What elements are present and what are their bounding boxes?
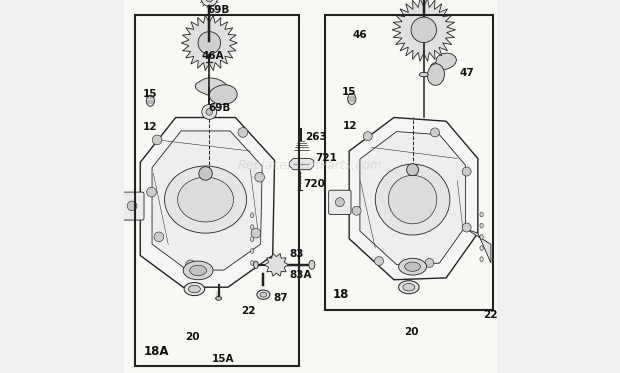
Text: 15: 15 xyxy=(342,87,356,97)
Ellipse shape xyxy=(250,213,254,217)
Text: 22: 22 xyxy=(483,310,497,320)
Polygon shape xyxy=(360,132,466,265)
Polygon shape xyxy=(430,53,456,71)
Polygon shape xyxy=(195,78,229,97)
Ellipse shape xyxy=(188,285,200,293)
Ellipse shape xyxy=(183,261,213,280)
Text: 20: 20 xyxy=(404,327,419,337)
Bar xyxy=(135,15,299,366)
Text: 46A: 46A xyxy=(202,51,224,60)
Text: 15: 15 xyxy=(143,89,157,99)
Text: 18A: 18A xyxy=(144,345,169,358)
FancyBboxPatch shape xyxy=(329,190,351,214)
Polygon shape xyxy=(140,117,275,287)
Circle shape xyxy=(198,32,221,54)
Circle shape xyxy=(407,164,419,176)
Circle shape xyxy=(352,206,361,215)
Ellipse shape xyxy=(250,249,254,254)
Ellipse shape xyxy=(403,283,415,291)
Polygon shape xyxy=(181,15,237,70)
Circle shape xyxy=(202,104,217,119)
Ellipse shape xyxy=(250,225,254,229)
Circle shape xyxy=(146,187,156,197)
Polygon shape xyxy=(427,64,445,85)
Ellipse shape xyxy=(419,72,428,77)
Ellipse shape xyxy=(177,177,234,222)
Text: 15A: 15A xyxy=(212,354,235,364)
Circle shape xyxy=(462,223,471,232)
Ellipse shape xyxy=(480,235,483,239)
Polygon shape xyxy=(290,159,314,170)
Ellipse shape xyxy=(216,297,221,300)
Polygon shape xyxy=(210,85,237,104)
Circle shape xyxy=(411,17,436,43)
Circle shape xyxy=(363,132,372,141)
Circle shape xyxy=(238,128,248,137)
Text: 721: 721 xyxy=(315,153,337,163)
Text: 12: 12 xyxy=(143,122,157,132)
Ellipse shape xyxy=(309,260,315,269)
Circle shape xyxy=(186,260,195,270)
Ellipse shape xyxy=(250,237,254,242)
Text: 87: 87 xyxy=(273,294,288,303)
Ellipse shape xyxy=(348,93,356,104)
Text: 18: 18 xyxy=(332,288,349,301)
Ellipse shape xyxy=(480,212,483,217)
Text: 12: 12 xyxy=(343,121,357,131)
Ellipse shape xyxy=(146,95,154,106)
Text: 83A: 83A xyxy=(290,270,312,279)
Ellipse shape xyxy=(399,280,419,294)
Ellipse shape xyxy=(204,106,215,111)
Polygon shape xyxy=(152,131,262,270)
Ellipse shape xyxy=(399,258,427,275)
Polygon shape xyxy=(349,117,478,280)
Circle shape xyxy=(430,128,440,137)
Circle shape xyxy=(153,135,162,145)
Circle shape xyxy=(335,198,344,207)
Polygon shape xyxy=(467,229,491,263)
Circle shape xyxy=(251,228,261,238)
Ellipse shape xyxy=(480,223,483,228)
Text: 20: 20 xyxy=(185,332,200,342)
Text: 263: 263 xyxy=(305,132,327,142)
Circle shape xyxy=(127,201,137,211)
Ellipse shape xyxy=(190,265,206,276)
Text: 46: 46 xyxy=(352,31,367,40)
Text: 69B: 69B xyxy=(208,103,231,113)
Ellipse shape xyxy=(375,164,450,235)
FancyBboxPatch shape xyxy=(120,192,144,220)
Circle shape xyxy=(199,167,212,180)
Polygon shape xyxy=(265,254,288,276)
Bar xyxy=(325,15,493,310)
Circle shape xyxy=(462,167,471,176)
Circle shape xyxy=(374,257,384,266)
Circle shape xyxy=(425,258,434,267)
Ellipse shape xyxy=(260,292,267,297)
Ellipse shape xyxy=(480,257,483,262)
Polygon shape xyxy=(392,0,456,61)
Ellipse shape xyxy=(405,262,420,272)
Ellipse shape xyxy=(388,175,437,224)
Circle shape xyxy=(154,232,164,242)
Ellipse shape xyxy=(250,260,254,266)
Circle shape xyxy=(206,0,213,2)
Ellipse shape xyxy=(184,283,205,295)
Ellipse shape xyxy=(254,261,258,269)
Text: 720: 720 xyxy=(303,179,325,189)
Ellipse shape xyxy=(257,290,270,299)
Text: 83: 83 xyxy=(290,250,304,259)
Text: 22: 22 xyxy=(241,306,255,316)
Text: ReplacementParts.com: ReplacementParts.com xyxy=(237,160,383,172)
Ellipse shape xyxy=(164,166,247,233)
Circle shape xyxy=(201,0,218,6)
Circle shape xyxy=(255,172,265,182)
Text: 69B: 69B xyxy=(208,5,230,15)
Circle shape xyxy=(206,109,213,115)
Ellipse shape xyxy=(480,246,483,251)
Text: 47: 47 xyxy=(459,69,474,78)
